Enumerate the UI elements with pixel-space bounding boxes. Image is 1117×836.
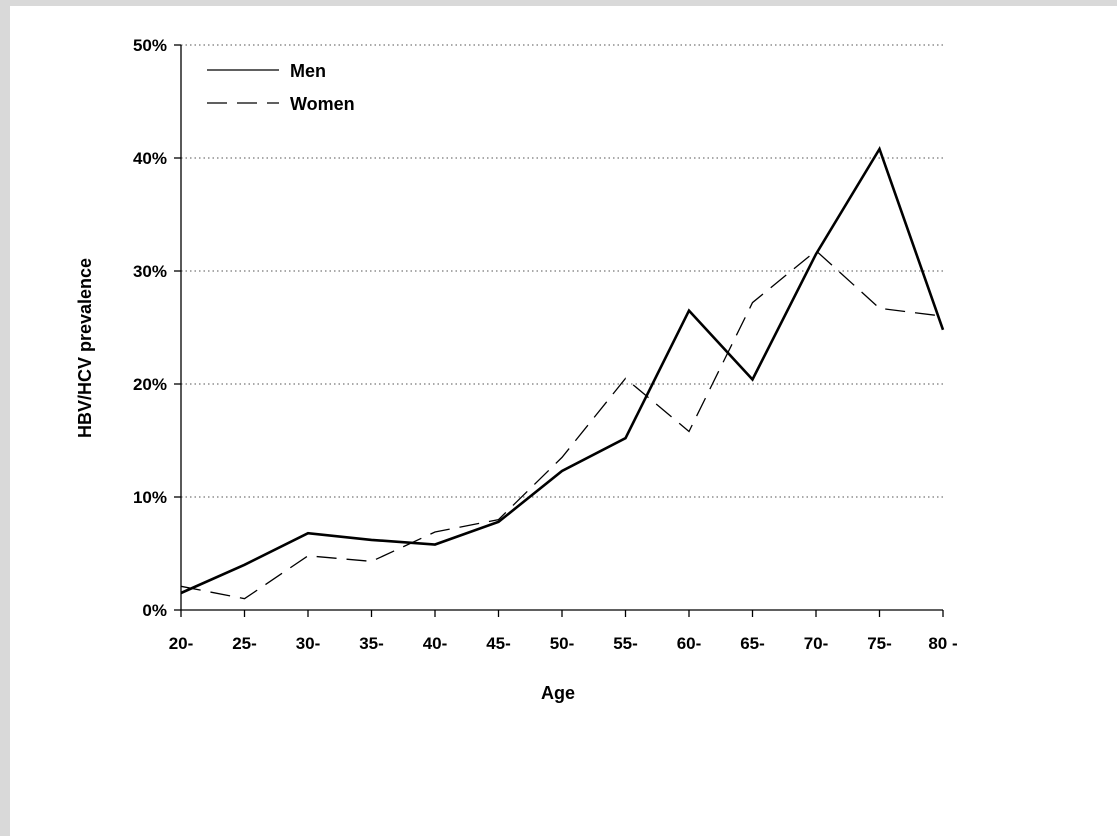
x-axis-ticks: 20- 25- 30- 35- 40- 45- 50- 55- 60- 65- 70- 75- 80 -: [169, 610, 958, 653]
x-tick-label: 75-: [867, 634, 892, 653]
x-tick-label: 55-: [613, 634, 638, 653]
series-line-women: [180, 249, 944, 600]
y-axis-title: HBV/HCV prevalence: [75, 258, 95, 438]
y-axis-ticks: 0% 10% 20% 30% 40% 50%: [133, 36, 181, 620]
x-tick-label: 20-: [169, 634, 194, 653]
x-tick-label: 50-: [550, 634, 575, 653]
x-tick-label: 25-: [232, 634, 257, 653]
chart-page: 0% 10% 20% 30% 40% 50% 20- 25- 30- 35- 40- 45- 50- 5…: [10, 6, 1117, 836]
x-tick-label: 65-: [740, 634, 765, 653]
y-tick-label: 20%: [133, 375, 167, 394]
axes: [180, 45, 943, 611]
gridlines: [181, 44, 943, 498]
y-tick-label: 0%: [142, 601, 167, 620]
x-tick-label: 80 -: [928, 634, 957, 653]
legend-label-men: Men: [290, 61, 326, 81]
series-lines: [180, 145, 945, 600]
x-tick-label: 60-: [677, 634, 702, 653]
legend: Men Women: [207, 61, 355, 114]
x-tick-label: 40-: [423, 634, 448, 653]
y-tick-label: 50%: [133, 36, 167, 55]
legend-label-women: Women: [290, 94, 355, 114]
x-axis-title: Age: [541, 683, 575, 703]
x-tick-label: 70-: [804, 634, 829, 653]
y-tick-label: 30%: [133, 262, 167, 281]
series-line-men: [180, 145, 945, 595]
line-chart: 0% 10% 20% 30% 40% 50% 20- 25- 30- 35- 40- 45- 50- 5…: [75, 36, 958, 703]
y-tick-label: 40%: [133, 149, 167, 168]
x-tick-label: 45-: [486, 634, 511, 653]
x-tick-label: 30-: [296, 634, 321, 653]
x-tick-label: 35-: [359, 634, 384, 653]
y-tick-label: 10%: [133, 488, 167, 507]
